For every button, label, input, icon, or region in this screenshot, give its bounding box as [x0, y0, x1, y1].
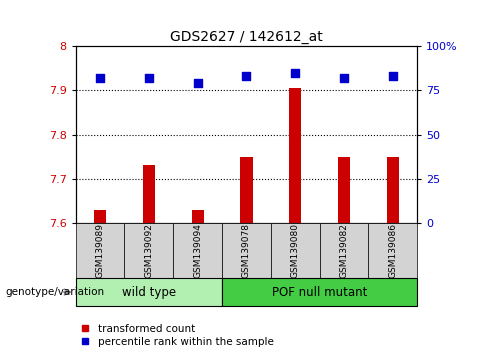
Bar — [143, 165, 155, 223]
Bar — [76, 223, 124, 278]
Point — [194, 80, 202, 86]
Text: GSM139080: GSM139080 — [291, 223, 300, 278]
Bar — [241, 156, 253, 223]
Bar — [222, 278, 417, 306]
Point — [96, 75, 104, 81]
Point — [291, 70, 299, 75]
Text: GSM139094: GSM139094 — [193, 223, 202, 278]
Point — [145, 75, 153, 81]
Bar — [320, 223, 368, 278]
Bar — [76, 278, 222, 306]
Text: GSM139086: GSM139086 — [388, 223, 397, 278]
Point — [340, 75, 348, 81]
Text: GSM139092: GSM139092 — [144, 223, 153, 278]
Text: wild type: wild type — [122, 286, 176, 298]
Text: GSM139078: GSM139078 — [242, 223, 251, 278]
Text: GSM139089: GSM139089 — [96, 223, 104, 278]
Bar — [338, 156, 350, 223]
Text: POF null mutant: POF null mutant — [272, 286, 367, 298]
Text: genotype/variation: genotype/variation — [5, 287, 104, 297]
Point — [389, 73, 397, 79]
Bar — [387, 156, 399, 223]
Legend: transformed count, percentile rank within the sample: transformed count, percentile rank withi… — [81, 324, 273, 347]
Text: GSM139082: GSM139082 — [340, 223, 348, 278]
Bar — [173, 223, 222, 278]
Bar — [368, 223, 417, 278]
Bar — [192, 210, 204, 223]
Bar — [222, 223, 271, 278]
Point — [243, 73, 250, 79]
Bar — [94, 210, 106, 223]
Title: GDS2627 / 142612_at: GDS2627 / 142612_at — [170, 30, 323, 44]
Bar — [289, 88, 302, 223]
Bar — [271, 223, 320, 278]
Bar — [124, 223, 173, 278]
